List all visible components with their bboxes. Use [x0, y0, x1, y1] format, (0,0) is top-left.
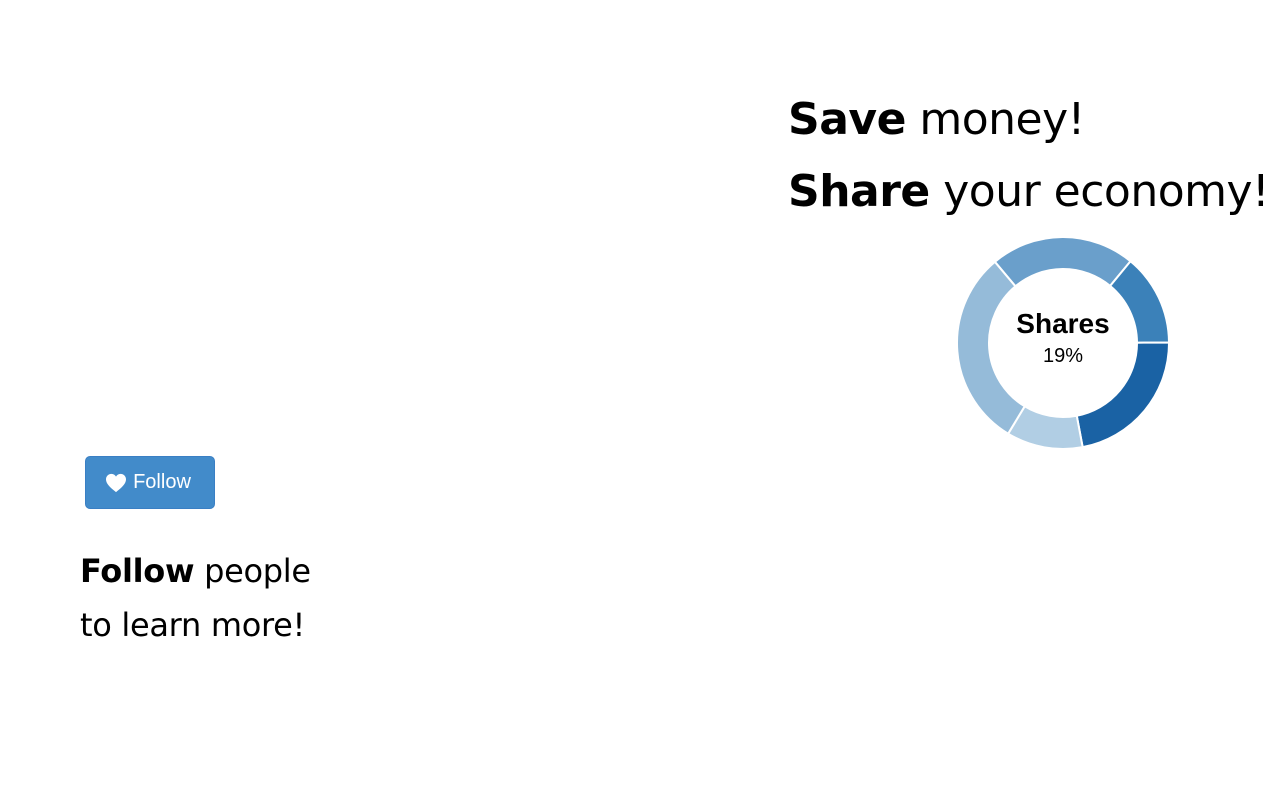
save-money-headline: Save money! [788, 98, 1085, 142]
save-bold-word: Save [788, 94, 906, 145]
donut-center-value: 19% [1043, 345, 1083, 367]
donut-slice-1 [993, 236, 1132, 288]
follow-bold-word: Follow [80, 552, 195, 590]
share-rest-text: your economy! [929, 166, 1270, 217]
heart-icon [105, 473, 127, 493]
share-bold-word: Share [788, 166, 930, 217]
donut-slice-3 [1075, 341, 1170, 449]
follow-rest-text: people [194, 552, 311, 590]
follow-button[interactable]: Follow [85, 456, 215, 509]
donut-slice-5 [956, 260, 1027, 436]
share-economy-headline: Share your economy! [788, 170, 1270, 214]
shares-donut-chart: Shares 19% [956, 236, 1171, 450]
donut-slices [956, 236, 1171, 450]
follow-line2-text: to learn more! [80, 606, 306, 644]
donut-center-label: Shares [1016, 308, 1109, 339]
save-rest-text: money! [905, 94, 1085, 145]
follow-button-label: Follow [133, 471, 191, 493]
follow-people-text: Follow people to learn more! [80, 544, 311, 652]
